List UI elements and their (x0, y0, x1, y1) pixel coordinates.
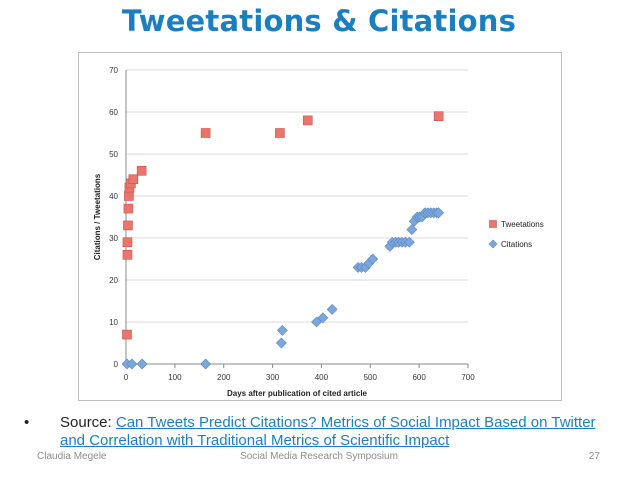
footer-page-number: 27 (588, 451, 600, 462)
footer-author: Claudia Megele (37, 451, 107, 462)
legend-label-tweetations: Tweetations (501, 220, 544, 229)
tweetations-point (128, 174, 139, 184)
tweetations-point (122, 329, 132, 340)
source-label: Source: (60, 414, 116, 431)
y-axis-label: Citations / Tweetations (93, 173, 102, 260)
chart-frame: 0 10 20 30 40 50 60 70 0 100 200 300 400 500 600 700 Day… (78, 52, 562, 401)
y-tick-label: 20 (109, 276, 118, 285)
tweetations-point (275, 128, 285, 138)
x-tick-label: 100 (168, 373, 182, 382)
source-article-link[interactable]: Can Tweets Predict Citations? Metrics of… (60, 414, 596, 449)
x-tick-label: 300 (266, 373, 280, 382)
citations-point (326, 303, 338, 315)
legend-label-citations: Citations (501, 240, 532, 249)
x-tick-label: 700 (461, 373, 475, 382)
bullet-icon: • (24, 414, 30, 431)
tweetations-point (124, 191, 134, 201)
tweetations-point (122, 237, 133, 247)
tweetations-point (136, 166, 147, 176)
x-tick-label: 200 (217, 373, 231, 382)
x-axis-label: Days after publication of cited article (227, 389, 368, 398)
tweetations-point (433, 111, 444, 122)
y-tick-label: 70 (109, 66, 118, 75)
citations-point (200, 358, 212, 370)
tweetations-point (302, 115, 313, 126)
citations-point (406, 224, 418, 236)
y-tick-label: 50 (109, 150, 118, 159)
citations-point (403, 236, 415, 248)
tweetations-point (123, 220, 133, 231)
slide-title: Tweetations & Citations (121, 4, 517, 38)
y-tick-label: 40 (109, 192, 118, 201)
tweetations-point (122, 250, 133, 260)
tweetations-point (200, 128, 211, 138)
y-tick-label: 10 (109, 318, 118, 327)
x-tick-label: 0 (124, 373, 129, 382)
x-tick-label: 600 (412, 373, 426, 382)
y-tick-label: 0 (114, 360, 119, 369)
citations-point (275, 337, 287, 349)
citations-point (311, 316, 322, 328)
y-tick-label: 30 (109, 234, 118, 243)
x-tick-label: 400 (315, 373, 329, 382)
citations-point (317, 312, 329, 324)
source-text: Source: Can Tweets Predict Citations? Me… (60, 414, 620, 450)
legend-marker-citations (488, 239, 498, 249)
y-tick-label: 60 (109, 108, 118, 117)
citations-point (126, 358, 138, 370)
citations-point (136, 358, 148, 370)
tweetations-point (123, 203, 134, 214)
legend-marker-tweetations (489, 220, 497, 228)
footer-event: Social Media Research Symposium (240, 451, 398, 462)
x-tick-label: 500 (364, 373, 378, 382)
citations-point (433, 207, 445, 219)
citations-point (276, 324, 288, 336)
citations-point (367, 253, 379, 265)
